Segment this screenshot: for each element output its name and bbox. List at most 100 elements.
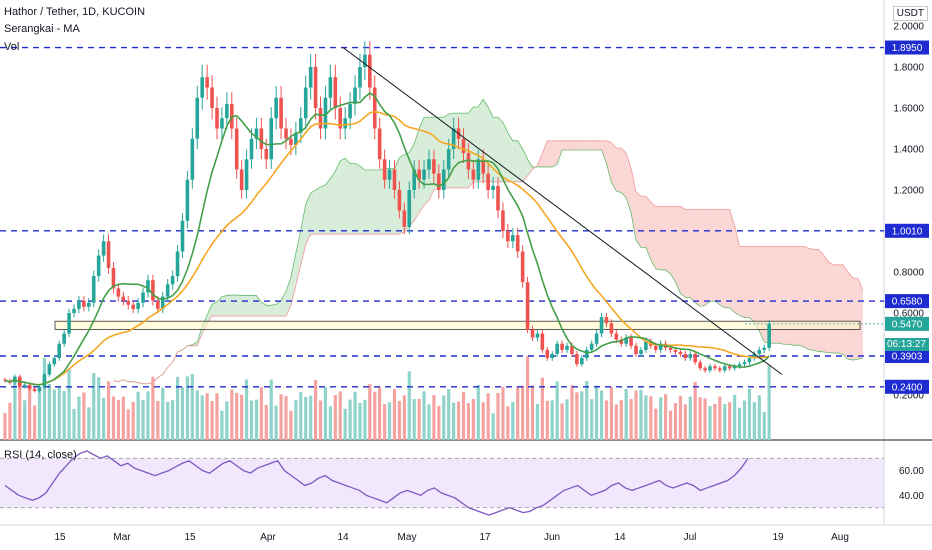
volume-bar xyxy=(304,396,308,440)
volume-bar xyxy=(210,401,214,440)
cloud-segment xyxy=(567,140,572,151)
volume-bar xyxy=(461,391,466,440)
candle-body xyxy=(422,169,426,180)
cloud-segment xyxy=(611,142,617,192)
volume-bar xyxy=(476,385,480,440)
volume-bar xyxy=(659,397,663,440)
volume-bar xyxy=(328,406,332,440)
volume-bar xyxy=(363,399,367,440)
candle-body xyxy=(72,308,76,313)
candle-body xyxy=(461,138,466,154)
candle-body xyxy=(338,108,343,129)
candle-body xyxy=(333,77,338,108)
candle-body xyxy=(318,108,323,129)
cloud-segment xyxy=(212,301,217,317)
volume-bar xyxy=(654,408,658,440)
cloud-segment xyxy=(355,163,360,235)
volume-bar xyxy=(604,400,609,440)
volume-bar xyxy=(82,392,86,440)
candle-body xyxy=(673,349,678,352)
candle-body xyxy=(27,384,32,389)
candle-body xyxy=(624,337,628,344)
volume-bar xyxy=(535,403,540,440)
cloud-segment xyxy=(838,264,844,355)
candle-body xyxy=(180,220,185,252)
time-tick-label: Apr xyxy=(260,532,276,543)
last-price-label: 0.5470 xyxy=(892,319,923,330)
candle-body xyxy=(713,366,717,369)
volume-bar xyxy=(471,398,475,440)
candle-body xyxy=(560,343,564,350)
volume-bar xyxy=(156,400,160,440)
volume-bar xyxy=(452,402,456,440)
cloud-segment xyxy=(606,140,612,183)
candle-body xyxy=(530,329,535,338)
bar-countdown: 06:13:27 xyxy=(885,338,929,351)
volume-bar xyxy=(733,394,737,440)
candle-body xyxy=(614,333,619,340)
candle-body xyxy=(550,354,555,359)
rsi-band xyxy=(0,458,884,508)
candle-body xyxy=(91,276,96,303)
cloud-segment xyxy=(754,246,760,331)
cloud-segment xyxy=(783,246,789,345)
candle-body xyxy=(313,67,318,108)
cloud-segment xyxy=(542,140,548,167)
volume-bar xyxy=(47,383,51,440)
candles xyxy=(3,41,771,393)
volume-bar xyxy=(639,389,643,440)
volume-bar xyxy=(171,400,175,440)
volume-bar xyxy=(525,356,530,440)
volume-bar xyxy=(161,387,165,440)
indicator-label[interactable]: Serangkai - MA xyxy=(4,23,80,35)
candle-body xyxy=(220,118,224,129)
volume-bar xyxy=(402,395,406,440)
candle-body xyxy=(491,185,495,190)
cloud-segment xyxy=(576,140,582,151)
volume-bar xyxy=(52,389,56,440)
cloud-segment xyxy=(734,225,740,316)
volume-bar xyxy=(264,404,268,440)
price-tick-label: 0.2000 xyxy=(893,391,924,402)
currency-badge[interactable]: USDT xyxy=(892,6,928,21)
candle-body xyxy=(121,296,126,301)
cloud-segment xyxy=(700,209,706,307)
cloud-segment xyxy=(586,140,592,151)
volume-label[interactable]: Vol xyxy=(4,41,20,53)
candle-body xyxy=(299,118,303,133)
volume-bar xyxy=(323,387,328,440)
volume-bar xyxy=(466,403,471,440)
candle-body xyxy=(718,368,722,371)
volume-bar xyxy=(230,389,234,440)
candle-body xyxy=(397,190,402,211)
candle-body xyxy=(496,185,500,211)
cloud-segment xyxy=(685,209,691,298)
cloud-segment xyxy=(843,264,849,360)
candle-body xyxy=(466,153,471,170)
volume-bar xyxy=(166,401,170,440)
time-tick-label: 15 xyxy=(184,532,196,543)
candle-body xyxy=(274,97,278,119)
volume-bar xyxy=(673,403,678,440)
volume-bar xyxy=(688,396,692,440)
cloud-segment xyxy=(374,170,380,235)
volume-bar xyxy=(683,404,687,440)
candle-body xyxy=(722,366,727,371)
volume-bar xyxy=(506,406,510,440)
cloud-segment xyxy=(261,302,267,317)
price-tick-label: 1.8000 xyxy=(893,63,924,74)
cloud-segment xyxy=(690,209,696,303)
candle-body xyxy=(210,87,214,108)
candle-body xyxy=(437,173,441,190)
candle-body xyxy=(106,241,111,268)
candle-body xyxy=(328,77,333,98)
volume-bar xyxy=(175,376,180,440)
volume-bar xyxy=(530,385,535,440)
volume-bar xyxy=(57,386,61,440)
rsi-label[interactable]: RSI (14, close) xyxy=(4,449,77,461)
volume-bar xyxy=(496,392,500,440)
price-tick-label: 0.8000 xyxy=(893,268,924,279)
level-label: 1.8950 xyxy=(892,43,923,54)
price-tick-label: 0.6000 xyxy=(893,309,924,320)
